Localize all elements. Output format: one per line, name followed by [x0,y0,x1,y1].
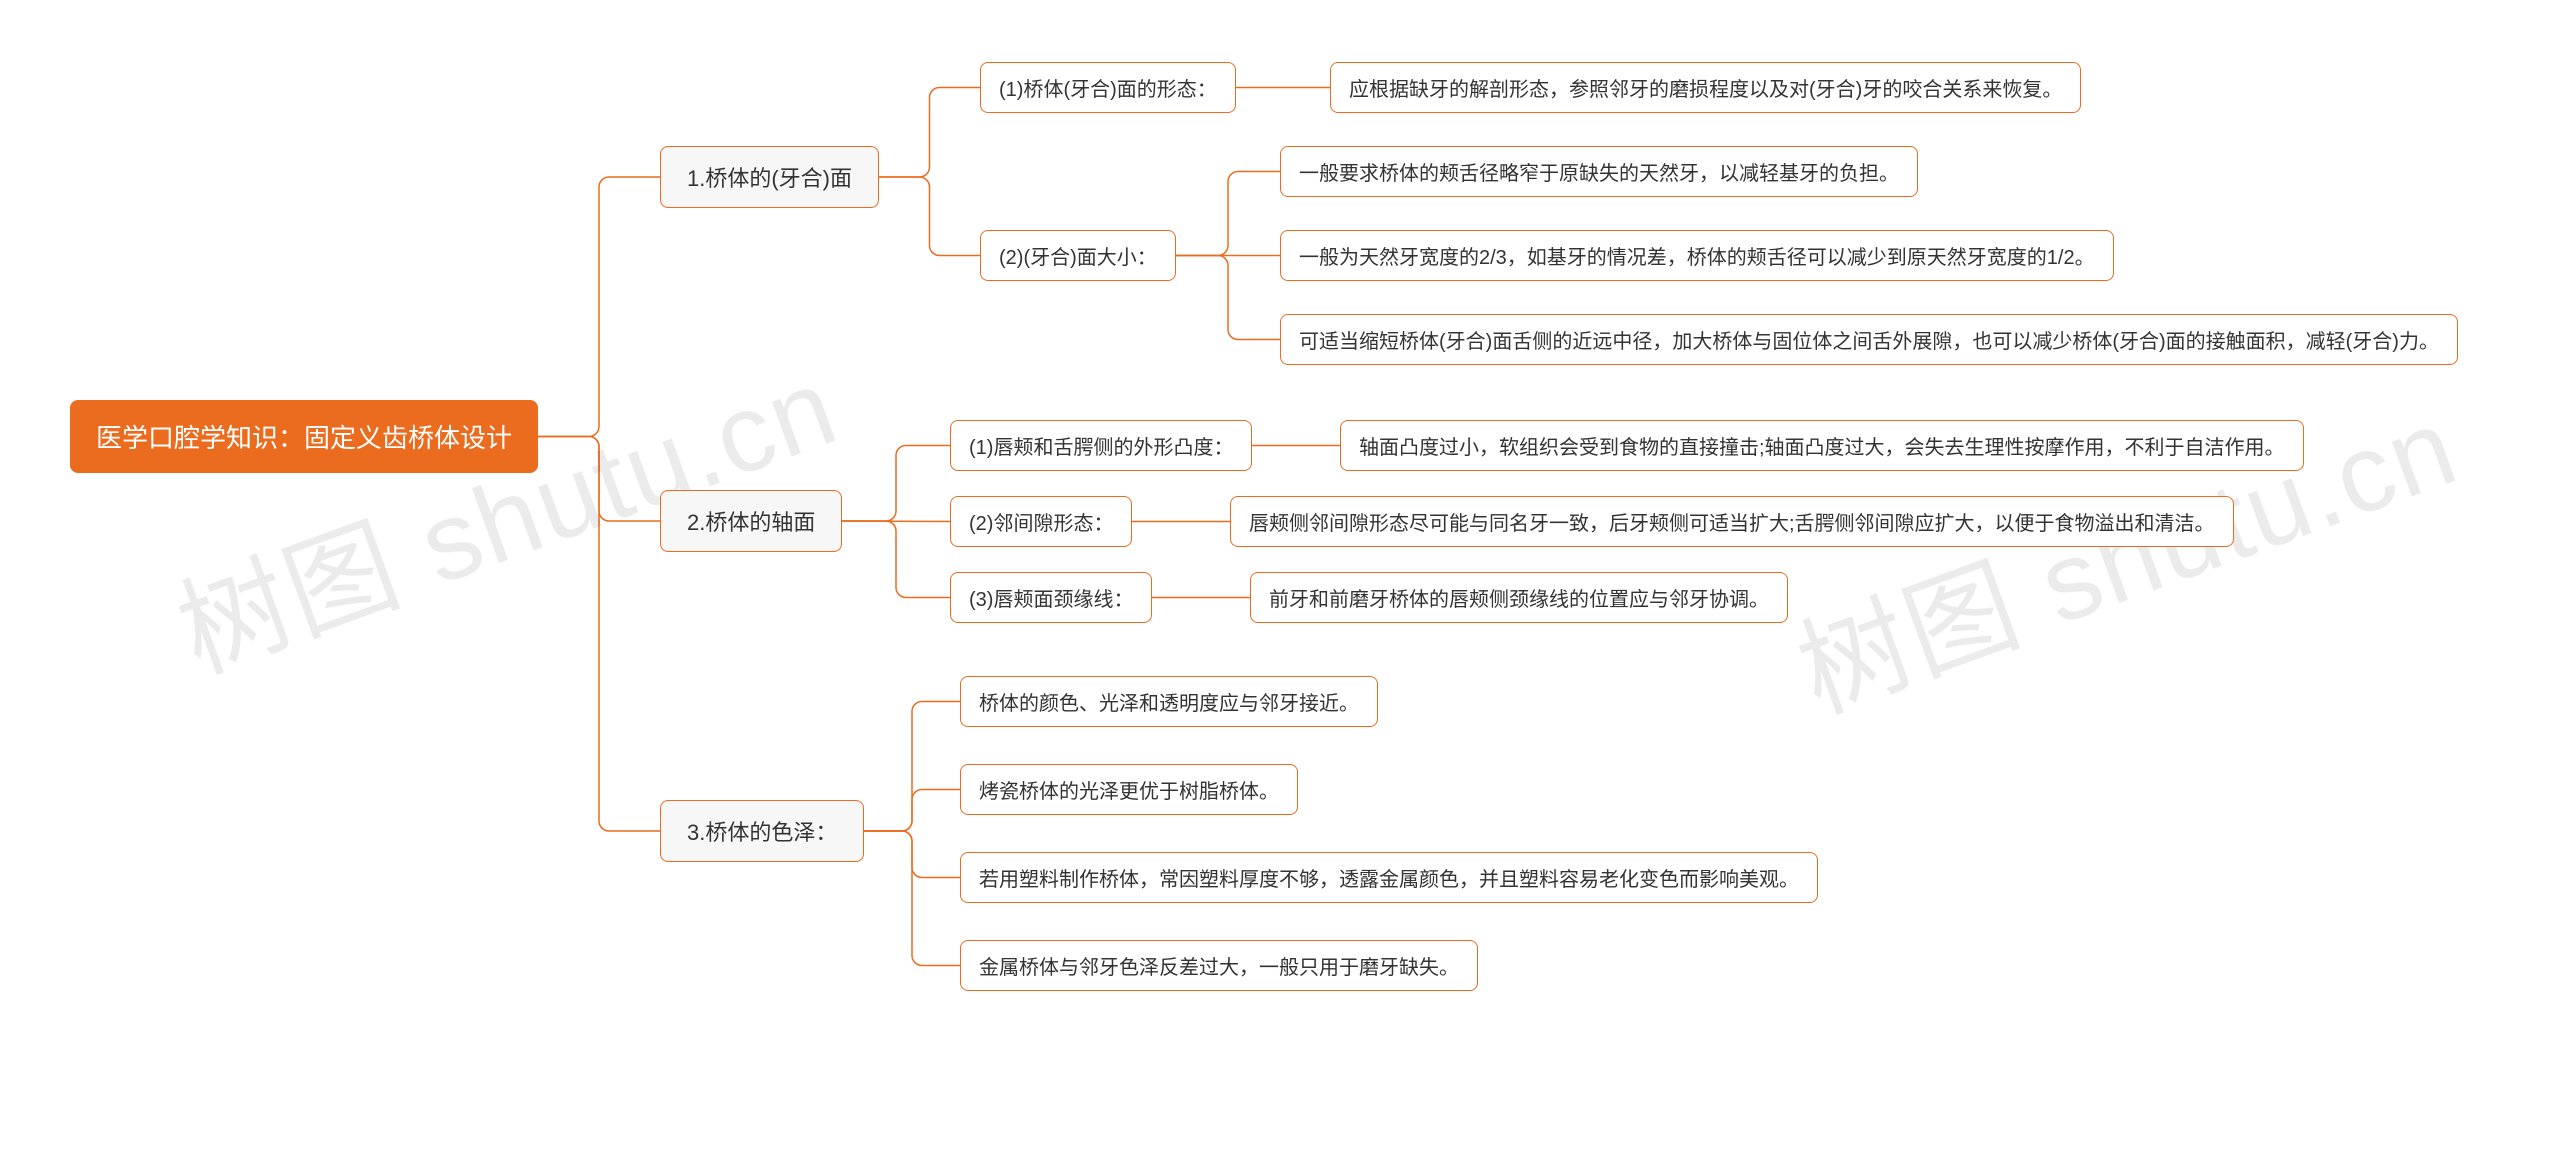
node-b2c2a: 唇颊侧邻间隙形态尽可能与同名牙一致，后牙颊侧可适当扩大;舌腭侧邻间隙应扩大，以便… [1230,496,2234,547]
node-b1c2b: 一般为天然牙宽度的2/3，如基牙的情况差，桥体的颊舌径可以减少到原天然牙宽度的1… [1280,230,2114,281]
node-b1c1: (1)桥体(牙合)面的形态： [980,62,1236,113]
node-b3c3: 若用塑料制作桥体，常因塑料厚度不够，透露金属颜色，并且塑料容易老化变色而影响美观… [960,852,1818,903]
branch-b2: 2.桥体的轴面 [660,490,842,552]
node-b2c3a: 前牙和前磨牙桥体的唇颊侧颈缘线的位置应与邻牙协调。 [1250,572,1788,623]
node-b2c3: (3)唇颊面颈缘线： [950,572,1152,623]
node-b3c2: 烤瓷桥体的光泽更优于树脂桥体。 [960,764,1298,815]
branch-b1: 1.桥体的(牙合)面 [660,146,879,208]
node-b2c2: (2)邻间隙形态： [950,496,1132,547]
node-b1c2c: 可适当缩短桥体(牙合)面舌侧的近远中径，加大桥体与固位体之间舌外展隙，也可以减少… [1280,314,2458,365]
node-b2c1a: 轴面凸度过小，软组织会受到食物的直接撞击;轴面凸度过大，会失去生理性按摩作用，不… [1340,420,2304,471]
node-b1c1a: 应根据缺牙的解剖形态，参照邻牙的磨损程度以及对(牙合)牙的咬合关系来恢复。 [1330,62,2081,113]
node-b1c2a: 一般要求桥体的颊舌径略窄于原缺失的天然牙，以减轻基牙的负担。 [1280,146,1918,197]
node-b2c1: (1)唇颊和舌腭侧的外形凸度： [950,420,1252,471]
node-b3c1: 桥体的颜色、光泽和透明度应与邻牙接近。 [960,676,1378,727]
node-b3c4: 金属桥体与邻牙色泽反差过大，一般只用于磨牙缺失。 [960,940,1478,991]
node-b1c2: (2)(牙合)面大小： [980,230,1176,281]
branch-b3: 3.桥体的色泽： [660,800,864,862]
root-node: 医学口腔学知识：固定义齿桥体设计 [70,400,538,473]
watermark-2: 树图 shutu.cn [1773,357,2475,743]
